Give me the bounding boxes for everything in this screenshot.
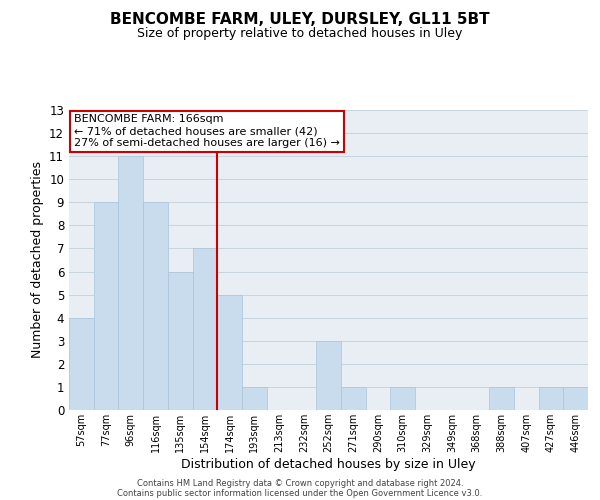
Bar xyxy=(143,202,168,410)
Bar xyxy=(341,387,365,410)
Bar xyxy=(539,387,563,410)
X-axis label: Distribution of detached houses by size in Uley: Distribution of detached houses by size … xyxy=(181,458,476,471)
Bar xyxy=(217,294,242,410)
Bar xyxy=(489,387,514,410)
Bar xyxy=(563,387,588,410)
Text: Size of property relative to detached houses in Uley: Size of property relative to detached ho… xyxy=(137,28,463,40)
Bar xyxy=(168,272,193,410)
Bar xyxy=(390,387,415,410)
Text: Contains HM Land Registry data © Crown copyright and database right 2024.: Contains HM Land Registry data © Crown c… xyxy=(137,478,463,488)
Bar xyxy=(193,248,217,410)
Y-axis label: Number of detached properties: Number of detached properties xyxy=(31,162,44,358)
Bar xyxy=(316,341,341,410)
Text: Contains public sector information licensed under the Open Government Licence v3: Contains public sector information licen… xyxy=(118,488,482,498)
Text: BENCOMBE FARM: 166sqm
← 71% of detached houses are smaller (42)
27% of semi-deta: BENCOMBE FARM: 166sqm ← 71% of detached … xyxy=(74,114,340,148)
Bar xyxy=(118,156,143,410)
Text: BENCOMBE FARM, ULEY, DURSLEY, GL11 5BT: BENCOMBE FARM, ULEY, DURSLEY, GL11 5BT xyxy=(110,12,490,28)
Bar xyxy=(69,318,94,410)
Bar xyxy=(94,202,118,410)
Bar xyxy=(242,387,267,410)
